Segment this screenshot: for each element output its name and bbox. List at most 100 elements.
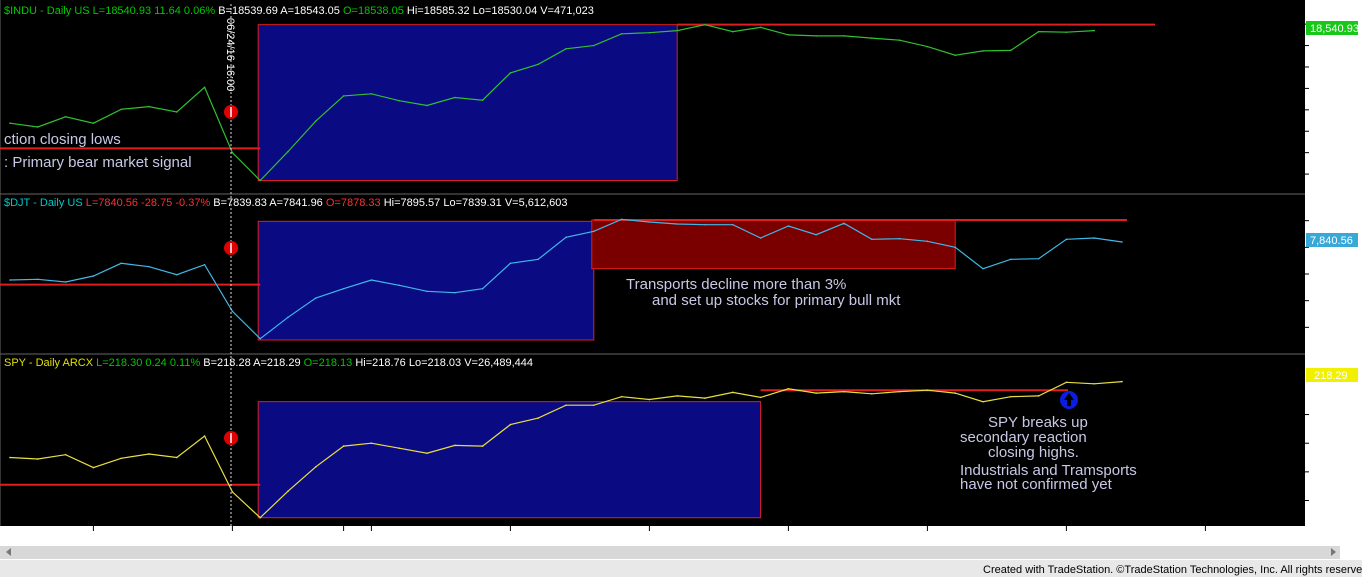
djt-range-box-1 [257,220,595,341]
indu-data-point [593,44,595,47]
djt-ytick-label: 7,600.00 [1311,269,1354,281]
indu-bid: B=18539.69 [218,5,278,17]
price-tag-djt: 7,840.56 [1310,235,1353,247]
spy-data-point [370,442,373,445]
djt-pct: -0.37% [175,197,210,209]
spy-data-point [954,392,956,394]
djt-data-point [37,278,39,281]
spy-data-point [787,387,790,390]
indu-data-point [398,99,401,102]
indu-lo: Lo=18530.04 [473,5,538,17]
indu-data-point [509,72,512,74]
djt-data-point [926,240,929,243]
spy-data-point [315,466,317,468]
djt-data-point [565,236,567,239]
indu-symbol: $INDU [4,5,37,17]
xtick-label: Jul [337,532,351,544]
djt-market: US [67,197,82,209]
djt-data-point [871,238,873,241]
header-djt: $DJT - Daily US L=7840.56 -28.75 -0.37% … [4,197,568,209]
annotation-spy-3: closing highs. [988,444,1079,461]
indu-data-point [926,45,929,48]
indu-data-point [704,23,706,26]
price-tag-spy-bg [1306,368,1358,382]
indu-data-point [148,105,150,108]
spy-data-point [898,390,901,393]
djt-ask: A=7841.96 [269,197,323,209]
spy-data-point [843,390,845,393]
spy-data-point [37,458,39,460]
indu-data-point [648,31,651,34]
indu-ytick-label: 17,600.00 [1311,126,1360,138]
spy-data-point [926,389,929,392]
price-tag-spy: 218.29 [1314,370,1348,382]
xtick-label: 27 [226,532,238,544]
spy-ytick-label: 210.00 [1311,438,1345,450]
indu-data-point [203,86,206,89]
spy-data-point [815,392,817,394]
indu-data-point [954,54,956,56]
indu-last: L=18540.93 [93,5,151,17]
indu-ytick-label: 18,400.00 [1311,41,1360,53]
djt-data-point [9,279,11,281]
signal-marker-djt [224,241,238,255]
xtick-label: 8 [1063,532,1069,544]
indu-data-point [787,34,790,36]
djt-data-point [203,263,206,266]
footer-bar [0,560,1362,577]
indu-ask: A=18543.05 [280,5,340,17]
djt-data-point [370,279,373,281]
spy-data-point [982,400,984,403]
horizontal-scrollbar[interactable] [0,546,1340,559]
spy-market: ARCX [63,357,94,369]
djt-data-point [759,237,762,239]
indu-data-point [815,35,817,37]
djt-data-point [454,291,456,294]
djt-range-box-2 [591,219,956,270]
annotation-djt-2: and set up stocks for primary bull mkt [652,292,901,309]
indu-data-point [370,92,373,95]
spy-data-point [287,490,289,493]
indu-data-point [759,26,762,29]
xtick-label: Aug [918,532,938,544]
indu-period: Daily [47,5,72,17]
spy-data-point [148,453,150,455]
djt-change: -28.75 [141,197,172,209]
djt-ytick-label: 7,400.00 [1311,296,1354,308]
header-indu: $INDU - Daily US L=18540.93 11.64 0.06% … [4,5,594,17]
spy-data-point [704,397,706,399]
scroll-right-icon[interactable] [1331,548,1336,556]
spy-data-point [1121,380,1123,383]
indu-price-line [9,24,1095,182]
indu-data-point [732,30,734,33]
footer-credit: Created with TradeStation. ©TradeStation… [983,564,1362,576]
xtick-label: 18 [643,532,655,544]
spy-last: L=218.30 [96,357,142,369]
scroll-left-icon[interactable] [6,548,11,556]
djt-data-point [537,258,539,261]
indu-data-point [1037,30,1040,33]
djt-data-point [481,287,484,290]
spy-data-point [620,395,623,398]
xtick-label: 4 [368,532,374,544]
indu-data-point [342,95,345,97]
spy-lo: Lo=218.03 [409,357,461,369]
spy-data-point [648,398,651,401]
spy-data-point [64,453,67,456]
indu-data-point [454,96,456,99]
spy-data-point [92,466,95,469]
spy-data-point [259,516,262,519]
djt-period: Daily [40,197,65,209]
indu-ytick-label: 17,200.00 [1311,169,1360,181]
djt-data-point [176,273,178,276]
indu-data-point [1093,29,1095,32]
indu-data-point [620,32,623,35]
djt-data-point [1093,237,1095,239]
djt-hi: Hi=7895.57 [384,197,441,209]
indu-ytick-label: 18,000.00 [1311,83,1360,95]
annotation-djt-1: Transports decline more than 3% [626,276,846,293]
indu-data-point [37,126,39,128]
spy-data-point [398,447,401,450]
djt-data-point [787,225,790,227]
indu-data-point [1065,31,1068,33]
